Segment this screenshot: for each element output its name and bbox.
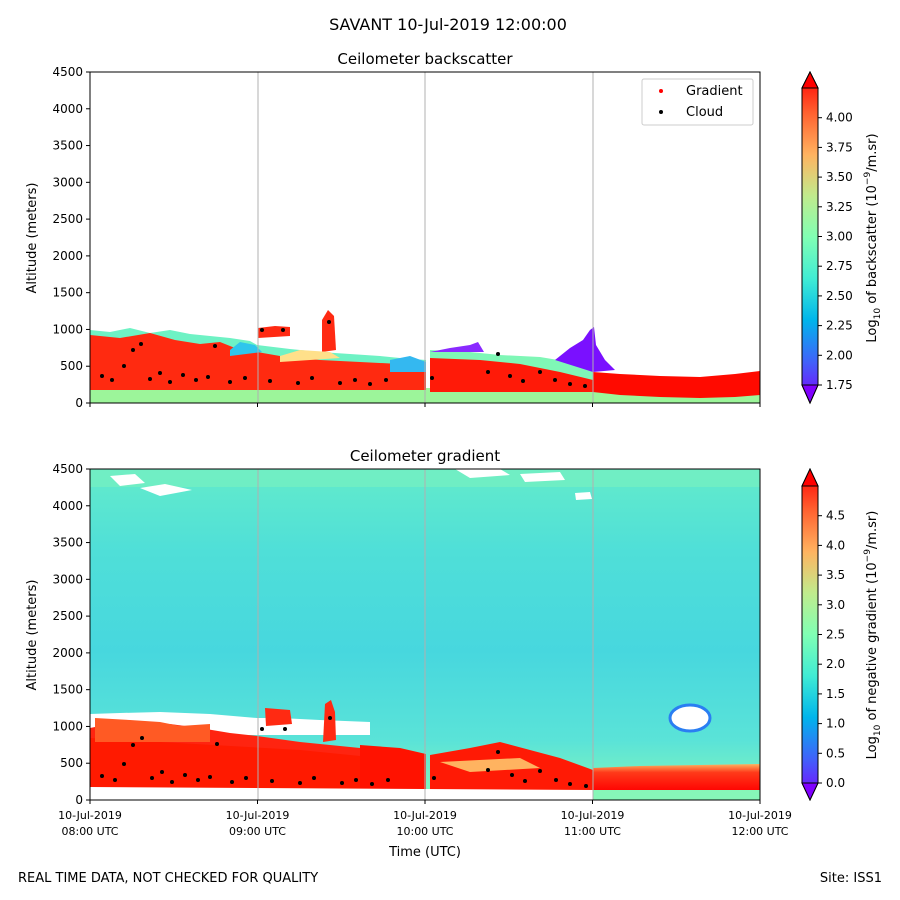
bottom-y-axis: 0 500 1000 1500 2000 2500 3000 3500 4000 4500 (52, 462, 90, 807)
x-tick-date: 10-Jul-2019 (393, 809, 457, 822)
x-tick-time: 11:00 UTC (564, 825, 621, 838)
y-tick-label: 500 (60, 359, 83, 373)
x-tick-date: 10-Jul-2019 (58, 809, 122, 822)
y-tick-label: 3500 (52, 139, 83, 153)
y-tick-label: 4000 (52, 499, 83, 513)
top-y-axis: 0 500 1000 1500 2000 2500 3000 3500 4000 4500 (52, 65, 90, 410)
colorbar-tick-label: 3.25 (826, 200, 853, 214)
x-axis-label: Time (UTC) (388, 845, 461, 860)
colorbar-tick-label: 1.0 (826, 717, 845, 731)
y-tick-label: 1500 (52, 286, 83, 300)
colorbar-tick-label: 4.00 (826, 111, 853, 125)
colorbar-tick-label: 1.75 (826, 378, 853, 392)
bottom-grid (257, 469, 594, 800)
x-tick-time: 08:00 UTC (61, 825, 118, 838)
bottom-colorbar-ticks: 0.0 0.5 1.0 1.5 2.0 2.5 3.0 3.5 4.0 4.5 (818, 509, 845, 790)
top-colorbar: 1.75 2.00 2.25 2.50 2.75 3.00 3.25 3.50 3.75 4.00… (801, 70, 883, 405)
cloud-markers (100, 320, 587, 388)
bottom-chart-title: Ceilometer gradient (350, 447, 500, 465)
y-tick-label: 1500 (52, 683, 83, 697)
top-x-ticks (89, 403, 761, 407)
y-tick-label: 2500 (52, 212, 83, 226)
colorbar-tick-label: 0.0 (826, 776, 845, 790)
y-tick-label: 500 (60, 756, 83, 770)
colorbar-tick-label: 2.25 (826, 319, 853, 333)
x-tick-date: 10-Jul-2019 (226, 809, 290, 822)
colorbar-tick-label: 3.50 (826, 170, 853, 184)
footer-disclaimer: REAL TIME DATA, NOT CHECKED FOR QUALITY (18, 871, 318, 886)
colorbar-tick-label: 3.5 (826, 568, 845, 582)
cloud-markers-bottom (100, 716, 588, 788)
bottom-y-label: Altitude (meters) (25, 580, 40, 691)
colorbar-tick-label: 3.75 (826, 140, 853, 154)
y-tick-label: 1000 (52, 322, 83, 336)
top-grid (257, 72, 594, 403)
x-tick-time: 12:00 UTC (731, 825, 788, 838)
x-tick-date: 10-Jul-2019 (561, 809, 625, 822)
top-chart-title: Ceilometer backscatter (337, 50, 513, 68)
colorbar-tick-label: 2.5 (826, 628, 845, 642)
y-tick-label: 4500 (52, 65, 83, 79)
bottom-colorbar-label: Log10 of negative gradient (10−9/m.sr) (863, 511, 883, 760)
y-tick-label: 4500 (52, 462, 83, 476)
figure-suptitle: SAVANT 10-Jul-2019 12:00:00 (329, 15, 567, 34)
y-tick-label: 4000 (52, 102, 83, 116)
colorbar-tick-label: 3.0 (826, 598, 845, 612)
colorbar-tick-label: 1.5 (826, 687, 845, 701)
x-tick-time: 10:00 UTC (396, 825, 453, 838)
colorbar-tick-label: 4.0 (826, 538, 845, 552)
x-tick-time: 09:00 UTC (229, 825, 286, 838)
bottom-plot-area (90, 469, 760, 800)
colorbar-tick-label: 3.00 (826, 230, 853, 244)
top-y-label: Altitude (meters) (25, 183, 40, 294)
bottom-colorbar: 0.0 0.5 1.0 1.5 2.0 2.5 3.0 3.5 4.0 4.5 Log10 of … (801, 467, 883, 802)
x-tick-date: 10-Jul-2019 (728, 809, 792, 822)
legend-cloud-marker (659, 110, 663, 114)
y-tick-label: 3000 (52, 175, 83, 189)
top-colorbar-label: Log10 of backscatter (10−9/m.sr) (863, 133, 883, 342)
colorbar-tick-label: 4.5 (826, 509, 845, 523)
legend-cloud-label: Cloud (686, 105, 723, 120)
colorbar-tick-label: 2.00 (826, 348, 853, 362)
y-tick-label: 3500 (52, 536, 83, 550)
y-tick-label: 2000 (52, 249, 83, 263)
y-tick-label: 2500 (52, 609, 83, 623)
y-tick-label: 0 (75, 793, 83, 807)
colorbar-tick-label: 2.75 (826, 259, 853, 273)
top-colorbar-ticks: 1.75 2.00 2.25 2.50 2.75 3.00 3.25 3.50 3.75 4.00 (818, 111, 853, 392)
colorbar-tick-label: 2.50 (826, 289, 853, 303)
y-tick-label: 1000 (52, 719, 83, 733)
legend-gradient-label: Gradient (686, 84, 743, 99)
colorbar-tick-label: 2.0 (826, 657, 845, 671)
y-tick-label: 0 (75, 396, 83, 410)
y-tick-label: 3000 (52, 572, 83, 586)
footer-site: Site: ISS1 (820, 871, 882, 886)
top-plot-area (90, 72, 760, 403)
colorbar-tick-label: 0.5 (826, 746, 845, 760)
legend-gradient-marker (659, 89, 663, 93)
legend: Gradient Cloud (641, 78, 754, 126)
bottom-x-axis: 10-Jul-2019 08:00 UTC 10-Jul-2019 09:00 UTC… (58, 800, 792, 838)
y-tick-label: 2000 (52, 646, 83, 660)
